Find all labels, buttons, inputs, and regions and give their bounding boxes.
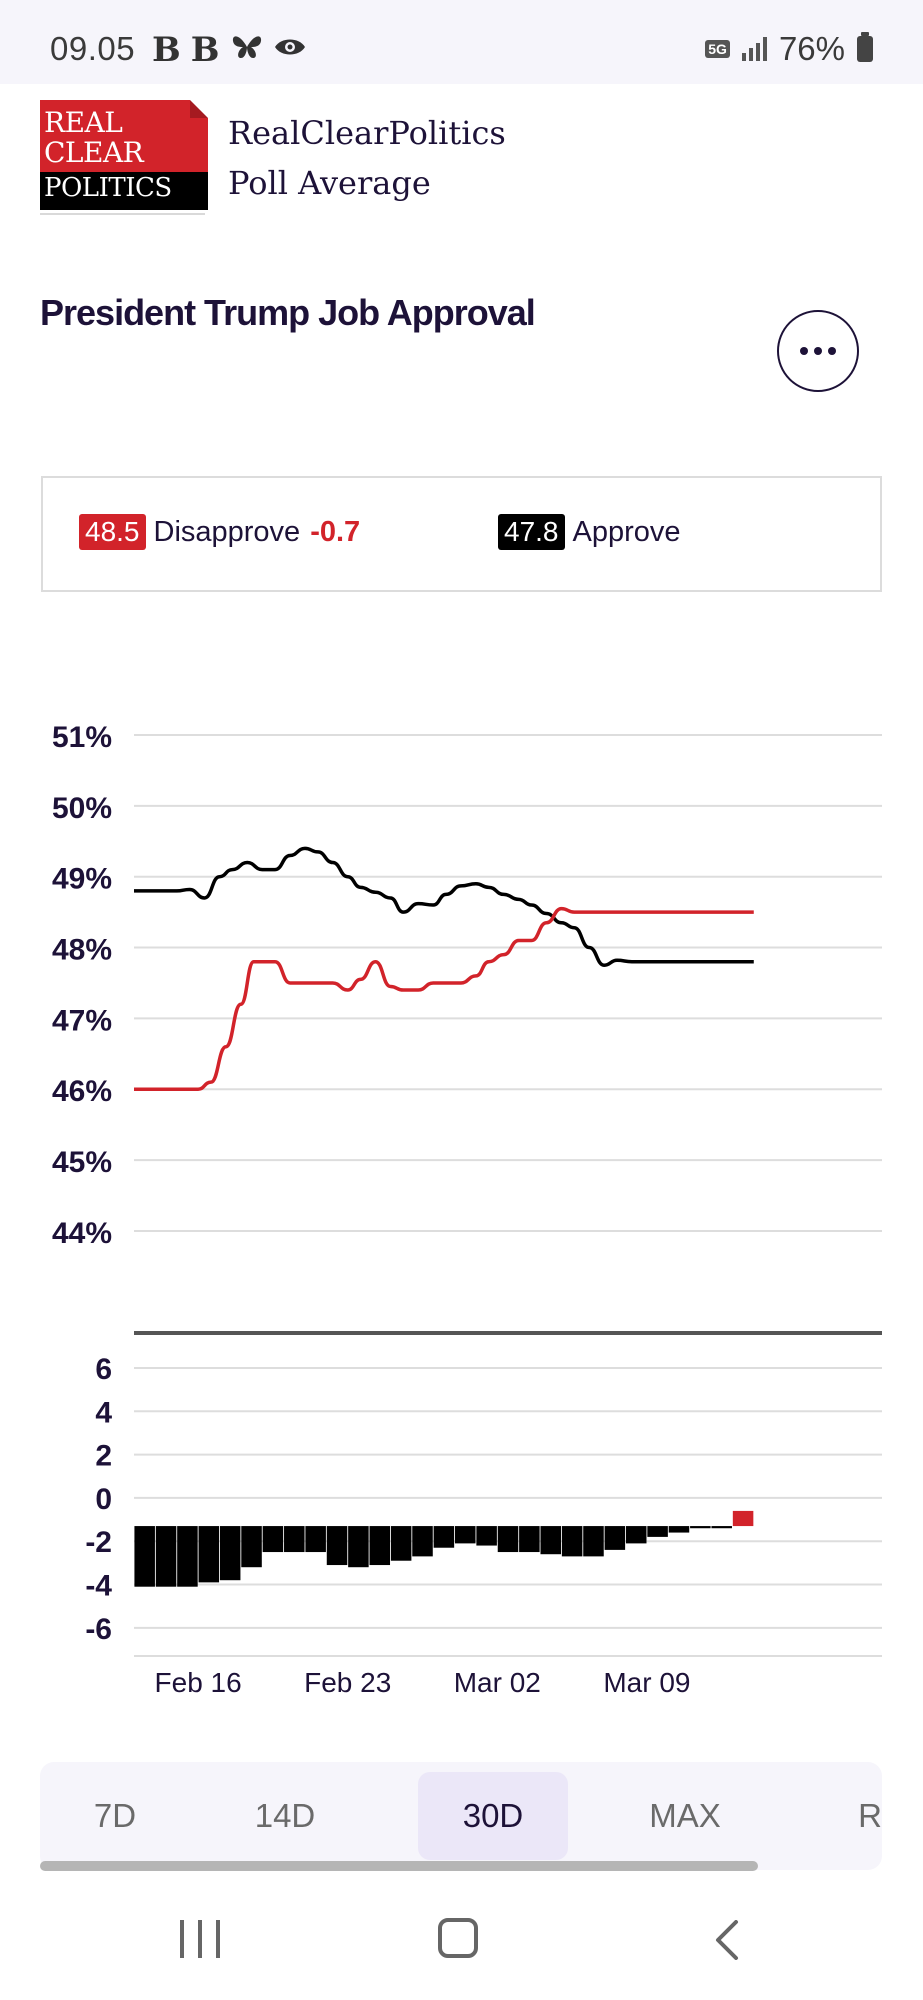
y-tick-label: 50% [52, 792, 112, 825]
y-tick-label: 49% [52, 863, 112, 896]
battery-icon [857, 32, 873, 62]
spread-bar [348, 1526, 369, 1568]
spread-bar [690, 1526, 711, 1529]
spread-bar [561, 1526, 583, 1557]
site-header: REAL CLEAR POLITICS RealClearPolitics Po… [40, 100, 506, 215]
spread-bar [540, 1526, 562, 1555]
range-tab-7d[interactable]: 7D [93, 1797, 137, 1834]
spread-bar [326, 1526, 348, 1566]
b-letter-icon: B [152, 29, 181, 70]
spread-bar [625, 1526, 647, 1544]
x-tick-label: Mar 09 [603, 1667, 690, 1698]
spread-bar [583, 1526, 604, 1557]
more-dot-icon [800, 347, 808, 355]
spread-bar [305, 1526, 326, 1553]
legend-disapprove: 48.5 Disapprove -0.7 [79, 514, 360, 550]
spread-bar [412, 1526, 433, 1557]
spread-bar [454, 1526, 476, 1544]
range-selector: 7D 14D 30D MAX R [40, 1762, 882, 1870]
spread-bar [390, 1526, 412, 1561]
recents-icon[interactable] [180, 1920, 220, 1958]
range-tab-r[interactable]: R [858, 1797, 882, 1834]
x-tick-label: Feb 23 [304, 1667, 391, 1698]
y-tick-label: 0 [95, 1483, 112, 1516]
spread-bar [604, 1526, 626, 1550]
more-options-button[interactable] [777, 310, 859, 392]
site-name: RealClearPolitics [228, 113, 506, 152]
disapprove-change: -0.7 [310, 515, 361, 548]
home-icon[interactable] [438, 1918, 478, 1958]
y-tick-label: 47% [52, 1004, 112, 1037]
chart-legend: 48.5 Disapprove -0.7 47.8 Approve [41, 476, 882, 592]
y-tick-label: 2 [95, 1440, 112, 1473]
status-time: 09.05 [50, 30, 136, 67]
logo-line-1: REAL [44, 106, 123, 139]
legend-approve: 47.8 Approve [498, 514, 681, 550]
spread-bar [134, 1526, 155, 1587]
x-tick-label: Mar 02 [454, 1667, 541, 1698]
y-tick-label: 48% [52, 934, 112, 967]
rcp-logo[interactable]: REAL CLEAR POLITICS [40, 100, 208, 215]
y-tick-label: 44% [52, 1217, 112, 1250]
spread-bar [284, 1526, 305, 1553]
spread-bar [519, 1526, 540, 1553]
approval-chart[interactable]: 51% 50% 49% 48% 47% 46% 45% 44% 6 4 2 0 -2 -4 -6 Feb 16… [0, 700, 923, 1700]
range-tab-14d[interactable]: 14D [254, 1797, 316, 1834]
logo-line-3: POLITICS [44, 173, 172, 203]
logo-line-2: CLEAR [44, 136, 144, 169]
y-tick-label: 46% [52, 1075, 112, 1108]
status-bar: 09.05 B B 5G 76% [0, 0, 923, 84]
chart-title: President Trump Job Approval [40, 292, 536, 333]
y-tick-label: -6 [85, 1613, 112, 1646]
system-nav-bar [0, 1880, 923, 2000]
disapprove-value: 48.5 [79, 514, 146, 550]
status-right: 5G 76% [705, 30, 873, 68]
spread-bar [262, 1526, 284, 1553]
approve-label: Approve [572, 515, 681, 548]
range-tab-max[interactable]: MAX [649, 1797, 721, 1834]
status-app-icons: B B [152, 32, 306, 67]
spread-bar [732, 1510, 754, 1527]
spread-bar [497, 1526, 519, 1553]
y-tick-label: 51% [52, 721, 112, 754]
signal-icon [741, 37, 767, 61]
spread-bar [177, 1526, 198, 1587]
spread-bar [476, 1526, 497, 1546]
spread-bar [668, 1526, 690, 1533]
more-dot-icon [814, 347, 822, 355]
site-subtitle: Poll Average [228, 163, 431, 202]
spread-bar [241, 1526, 262, 1568]
back-icon[interactable] [708, 1920, 748, 1960]
spread-bar [369, 1526, 391, 1566]
spread-bar [198, 1526, 220, 1583]
spread-bar [219, 1526, 241, 1581]
y-tick-label: 4 [95, 1396, 112, 1429]
network-type-icon: 5G [705, 40, 730, 58]
y-tick-label: -4 [85, 1570, 112, 1603]
range-scrollbar[interactable] [40, 1861, 758, 1871]
battery-percent: 76% [778, 30, 845, 67]
butterfly-icon [230, 32, 264, 67]
y-tick-label: 6 [95, 1353, 112, 1386]
spread-bar [647, 1526, 668, 1537]
spread-bar [433, 1526, 455, 1548]
spread-bar [711, 1526, 732, 1529]
b-letter-icon: B [190, 29, 220, 70]
approve-value: 47.8 [498, 514, 565, 550]
header-text: RealClearPolitics Poll Average [228, 108, 506, 208]
eye-icon [274, 36, 306, 63]
x-tick-label: Feb 16 [155, 1667, 242, 1698]
series-disapprove-line [133, 906, 754, 1091]
series-approve-line [134, 846, 754, 968]
spread-bar [155, 1526, 177, 1587]
more-dot-icon [828, 347, 836, 355]
y-tick-label: 45% [52, 1146, 112, 1179]
range-tab-30d[interactable]: 30D [418, 1772, 568, 1860]
y-tick-label: -2 [85, 1526, 112, 1559]
disapprove-label: Disapprove [153, 515, 301, 548]
